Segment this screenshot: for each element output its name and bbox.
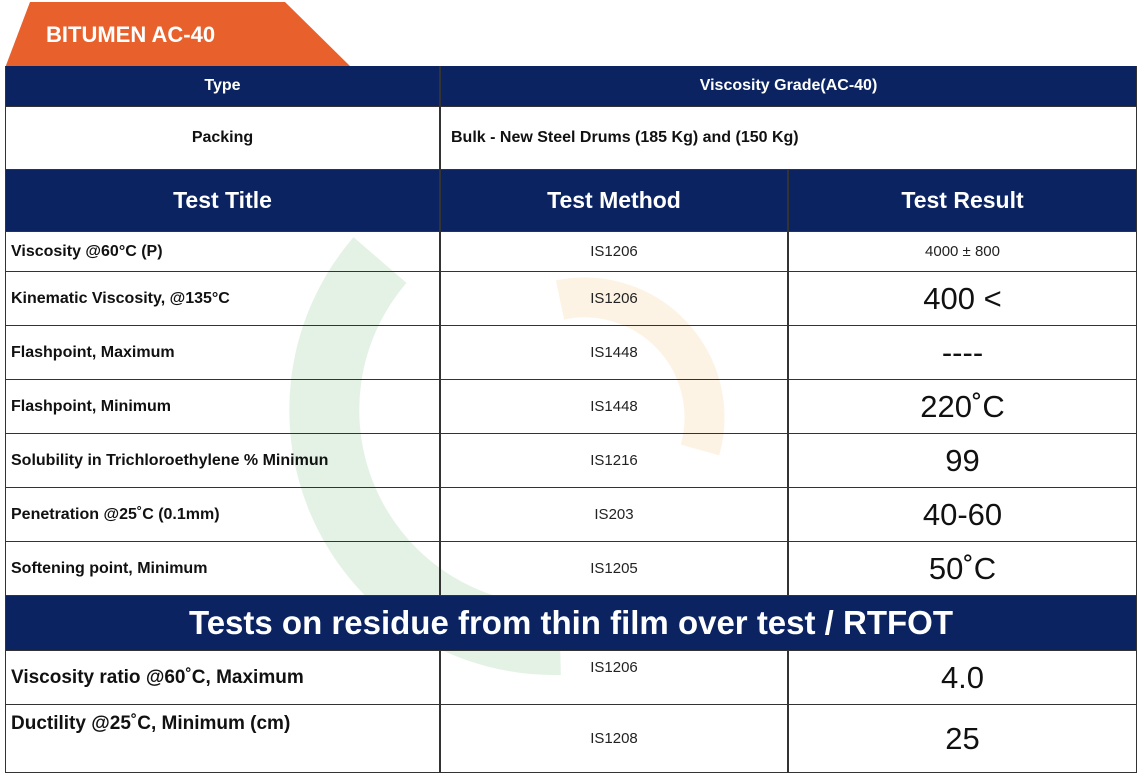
table-cell: Flashpoint, Maximum xyxy=(5,326,440,379)
table-cell: 4000 ± 800 xyxy=(788,232,1137,271)
table-cell: Softening point, Minimum xyxy=(5,542,440,595)
table-cell: Penetration @25˚C (0.1mm) xyxy=(5,488,440,541)
table-cell: 40-60 xyxy=(788,488,1137,541)
table-cell: IS1448 xyxy=(440,326,788,379)
table-cell: Viscosity Grade(AC-40) xyxy=(440,66,1137,106)
table-cell: 50˚C xyxy=(788,542,1137,595)
table-row: Viscosity ratio @60˚C, Maximum IS1206 4.0 xyxy=(5,651,1137,705)
table-cell: IS1206 xyxy=(440,651,788,704)
table-row: Softening point, Minimum IS1205 50˚C xyxy=(5,542,1137,596)
title-tab xyxy=(5,2,352,68)
table-cell: Test Method xyxy=(440,170,788,231)
table-cell: IS1206 xyxy=(440,272,788,325)
table-row: Flashpoint, Minimum IS1448 220˚C xyxy=(5,380,1137,434)
table-cell: Viscosity @60°C (P) xyxy=(5,232,440,271)
table-cell: IS1206 xyxy=(440,232,788,271)
table-cell: 99 xyxy=(788,434,1137,487)
table-cell: Viscosity ratio @60˚C, Maximum xyxy=(5,651,440,704)
table-row: Solubility in Trichloroethylene % Minimu… xyxy=(5,434,1137,488)
table-cell: Solubility in Trichloroethylene % Minimu… xyxy=(5,434,440,487)
title: BITUMEN AC-40 xyxy=(46,22,216,47)
table-cell: IS1208 xyxy=(440,705,788,772)
table-cell: Test Result xyxy=(788,170,1137,231)
table-row: Ductility @25˚C, Minimum (cm) IS1208 25 xyxy=(5,705,1137,773)
watermark-arc xyxy=(555,277,725,456)
table-cell: Kinematic Viscosity, @135°C xyxy=(5,272,440,325)
table-row: Kinematic Viscosity, @135°C IS1206 400 < xyxy=(5,272,1137,326)
table-cell: ---- xyxy=(788,326,1137,379)
table-cell: Bulk - New Steel Drums (185 Kg) and (150… xyxy=(440,107,1137,169)
table-cell: 4.0 xyxy=(788,651,1137,704)
table-row: Viscosity @60°C (P) IS1206 4000 ± 800 xyxy=(5,232,1137,272)
table-row: Test Title Test Method Test Result xyxy=(5,170,1137,232)
table-cell: IS1216 xyxy=(440,434,788,487)
table-row: Type Viscosity Grade(AC-40) xyxy=(5,66,1137,107)
table-row: Flashpoint, Maximum IS1448 ---- xyxy=(5,326,1137,380)
table-cell: Test Title xyxy=(5,170,440,231)
table-cell: Tests on residue from thin film over tes… xyxy=(5,596,1137,650)
table-cell: 25 xyxy=(788,705,1137,772)
table-cell: Type xyxy=(5,66,440,106)
table-cell: 220˚C xyxy=(788,380,1137,433)
table-row: Tests on residue from thin film over tes… xyxy=(5,596,1137,651)
table-cell: IS1448 xyxy=(440,380,788,433)
table-cell: IS1205 xyxy=(440,542,788,595)
table-cell: Ductility @25˚C, Minimum (cm) xyxy=(5,705,440,772)
table-row: Packing Bulk - New Steel Drums (185 Kg) a… xyxy=(5,107,1137,170)
table-cell: Packing xyxy=(5,107,440,169)
tab-shape xyxy=(5,2,352,68)
table-cell: IS203 xyxy=(440,488,788,541)
table-cell: Flashpoint, Minimum xyxy=(5,380,440,433)
table-row: Penetration @25˚C (0.1mm) IS203 40-60 xyxy=(5,488,1137,542)
table-cell: 400 < xyxy=(788,272,1137,325)
